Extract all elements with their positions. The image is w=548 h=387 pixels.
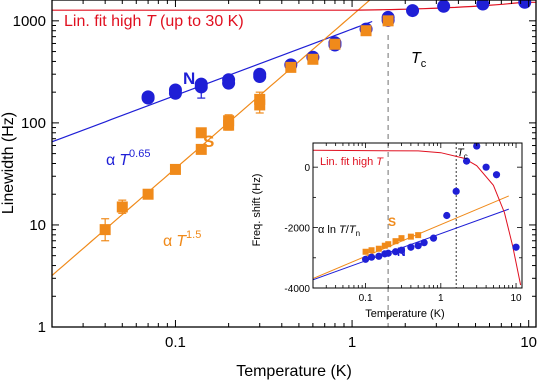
inset-x-tick-label: 1 [438, 293, 444, 304]
inset-point-n [462, 157, 471, 165]
n-series-label: N [183, 69, 195, 88]
inset-point-n [482, 163, 490, 171]
main-point-s [195, 127, 207, 139]
inset-point-n [397, 246, 406, 254]
inset-data-points [361, 143, 520, 263]
inset-y-tick-label: -4000 [284, 284, 310, 295]
inset-point-s [375, 245, 382, 252]
n-power-law-annotation: α T0.65 [106, 148, 150, 169]
main-point-s [360, 25, 372, 37]
main-point-s [382, 15, 394, 27]
main-point-n [476, 0, 490, 11]
inset-point-s [362, 248, 369, 255]
inset-axis-ticks: 0.1 1 10 0 -2000 -4000 [284, 143, 522, 304]
main-point-s [116, 201, 128, 213]
inset-point-n [414, 242, 422, 250]
inset-point-n [391, 248, 400, 256]
main-point-n [141, 90, 155, 104]
main-point-n [406, 4, 420, 18]
inset-point-s [415, 232, 422, 239]
main-x-axis-label: Temperature (K) [236, 363, 352, 380]
inset-chart: 0.1 1 10 0 -2000 -4000 Temperature (K) Freq. … [251, 142, 523, 320]
inset-point-n [384, 249, 392, 257]
main-point-s [169, 163, 181, 175]
inset-y-axis-label: Freq. shift (Hz) [251, 174, 263, 247]
main-y-tick-label: 1 [38, 319, 46, 336]
main-x-tick-label: 0.1 [165, 334, 186, 351]
main-data-points [99, 0, 532, 242]
inset-tc-annotation: Tc [457, 147, 468, 161]
inset-s-series-label: S [388, 215, 396, 229]
inset-plot-frame [312, 142, 523, 289]
inset-point-n [429, 234, 438, 242]
main-point-n [518, 0, 532, 9]
main-point-s [329, 38, 341, 50]
inset-x-tick-label: 10 [510, 293, 522, 304]
main-x-tick-label: 1 [348, 334, 356, 351]
inset-point-n [361, 255, 370, 263]
tc-annotation: Tc [411, 50, 427, 70]
main-point-s [285, 61, 297, 73]
main-point-s [254, 93, 266, 105]
main-point-s [195, 143, 207, 155]
main-point-s [142, 188, 154, 200]
inset-point-s [381, 242, 388, 249]
inset-point-n [407, 243, 415, 251]
inset-point-n [452, 187, 460, 195]
main-n-fit-line [52, 20, 373, 143]
main-point-n [168, 83, 182, 97]
main-point-s [99, 224, 111, 236]
inset-y-tick-label: 0 [304, 163, 310, 174]
high-t-fit-annotation: Lin. fit high T (up to 30 K) [64, 13, 244, 30]
inset-point-n [367, 253, 376, 261]
inset-point-n [492, 171, 501, 179]
inset-point-s [368, 247, 375, 254]
main-point-s [223, 115, 235, 127]
main-point-n [253, 67, 267, 81]
main-point-s [307, 53, 319, 65]
inset-high-t-fit-line [313, 149, 522, 286]
inset-x-axis-label: Temperature (K) [365, 308, 444, 320]
main-point-n [437, 0, 451, 13]
inset-point-n [512, 243, 520, 251]
main-high-t-fit-line [52, 1, 536, 11]
inset-point-s [407, 233, 414, 240]
main-y-axis-label: Linewidth (Hz) [0, 112, 17, 214]
main-x-tick-label: 10 [520, 334, 537, 351]
main-point-n [222, 73, 236, 87]
inset-point-s [385, 241, 392, 248]
main-point-s [254, 99, 266, 111]
inset-point-s [392, 238, 399, 245]
s-power-law-annotation: α T1.5 [163, 229, 201, 250]
main-y-tick-label: 100 [21, 115, 46, 132]
inset-point-s [398, 235, 405, 242]
inset-y-tick-label: -2000 [284, 224, 310, 235]
inset-n-series-label: N [397, 245, 406, 259]
inset-point-n [420, 239, 428, 247]
inset-point-n [473, 143, 481, 150]
main-y-tick-label: 10 [29, 217, 46, 234]
main-point-n [194, 77, 208, 91]
inset-x-tick-label: 0.1 [359, 293, 373, 304]
s-series-label: S [203, 132, 214, 151]
inset-point-n [443, 211, 451, 220]
main-y-tick-label: 1000 [13, 13, 46, 30]
inset-log-fit-annotation: α ln T/Tn [318, 224, 360, 238]
inset-high-t-fit-annotation: Lin. fit high T [320, 156, 384, 168]
inset-point-n [375, 252, 383, 260]
